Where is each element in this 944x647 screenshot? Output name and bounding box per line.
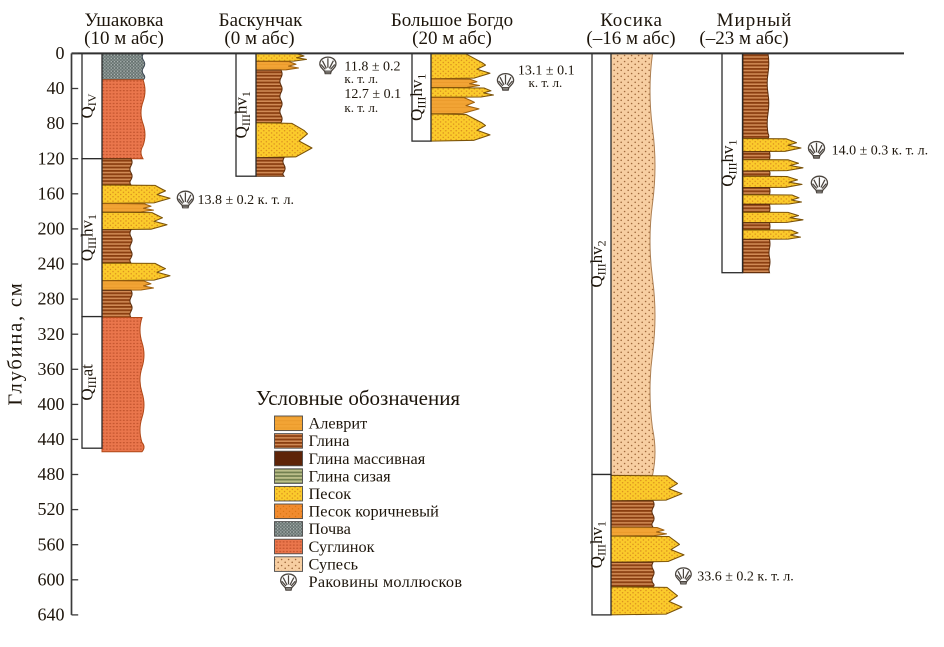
svg-text:Почва: Почва (309, 519, 351, 538)
svg-text:400: 400 (38, 394, 65, 414)
svg-text:Раковины моллюсков: Раковины моллюсков (309, 572, 463, 591)
svg-text:600: 600 (38, 569, 65, 589)
svg-text:440: 440 (38, 429, 65, 449)
svg-text:Глина сизая: Глина сизая (309, 466, 392, 485)
svg-text:к. т. л.: к. т. л. (344, 100, 378, 115)
svg-text:120: 120 (38, 148, 65, 168)
svg-text:Глина массивная: Глина массивная (309, 449, 426, 468)
svg-text:200: 200 (38, 219, 65, 239)
svg-text:QIII​hv1​: QIII​hv1​ (78, 214, 100, 261)
svg-text:(0 м абс): (0 м абс) (224, 28, 294, 49)
svg-text:к. т. л.: к. т. л. (344, 71, 378, 86)
svg-text:Суглинок: Суглинок (309, 537, 375, 556)
svg-text:(–23 м абс): (–23 м абс) (699, 28, 788, 49)
svg-text:Мирный: Мирный (717, 10, 793, 31)
svg-text:560: 560 (38, 534, 65, 554)
svg-text:480: 480 (38, 464, 65, 484)
svg-text:Глубина, см: Глубина, см (5, 281, 27, 405)
svg-text:Косика: Косика (600, 10, 662, 31)
svg-text:80: 80 (47, 113, 65, 133)
svg-text:240: 240 (38, 254, 65, 274)
svg-text:к. т. л.: к. т. л. (529, 75, 563, 90)
svg-text:Алеврит: Алеврит (309, 414, 368, 433)
svg-text:Баскунчак: Баскунчак (219, 10, 303, 31)
svg-text:160: 160 (38, 183, 65, 203)
svg-text:QIII​hv1​: QIII​hv1​ (718, 139, 740, 186)
svg-text:280: 280 (38, 289, 65, 309)
svg-text:14.0 ± 0.3 к. т. л.: 14.0 ± 0.3 к. т. л. (832, 143, 929, 158)
svg-text:(10 м абс): (10 м абс) (84, 28, 164, 49)
svg-text:13.1 ± 0.1: 13.1 ± 0.1 (518, 64, 575, 79)
svg-text:640: 640 (38, 605, 65, 625)
svg-text:13.8 ± 0.2 к. т. л.: 13.8 ± 0.2 к. т. л. (198, 193, 295, 208)
svg-text:0: 0 (56, 43, 65, 63)
svg-text:360: 360 (38, 359, 65, 379)
svg-text:Условные обозначения: Условные обозначения (256, 386, 461, 410)
svg-text:320: 320 (38, 324, 65, 344)
svg-text:(20 м абс): (20 м абс) (412, 28, 492, 49)
svg-text:(–16 м абс): (–16 м абс) (586, 28, 675, 49)
svg-text:Большое Богдо: Большое Богдо (391, 10, 513, 31)
svg-text:QIII​hv2​: QIII​hv2​ (587, 240, 609, 287)
svg-text:33.6 ± 0.2 к. т. л.: 33.6 ± 0.2 к. т. л. (697, 570, 794, 585)
svg-text:Песок: Песок (309, 484, 352, 503)
svg-text:Супесь: Супесь (309, 554, 359, 573)
svg-text:QIV​: QIV​ (78, 93, 100, 118)
svg-text:Песок коричневый: Песок коричневый (309, 502, 440, 521)
svg-text:QIII​hv1​: QIII​hv1​ (587, 521, 609, 568)
svg-text:520: 520 (38, 499, 65, 519)
svg-text:QIII​hv1​: QIII​hv1​ (232, 91, 254, 138)
svg-text:QIII​hv1​: QIII​hv1​ (407, 74, 429, 121)
svg-text:11.8 ± 0.2: 11.8 ± 0.2 (344, 59, 400, 74)
svg-text:QIII​at: QIII​at (78, 364, 100, 401)
svg-text:12.7 ± 0.1: 12.7 ± 0.1 (344, 87, 401, 102)
svg-text:40: 40 (47, 78, 65, 98)
svg-text:Глина: Глина (309, 431, 350, 450)
svg-text:Ушаковка: Ушаковка (85, 10, 165, 31)
